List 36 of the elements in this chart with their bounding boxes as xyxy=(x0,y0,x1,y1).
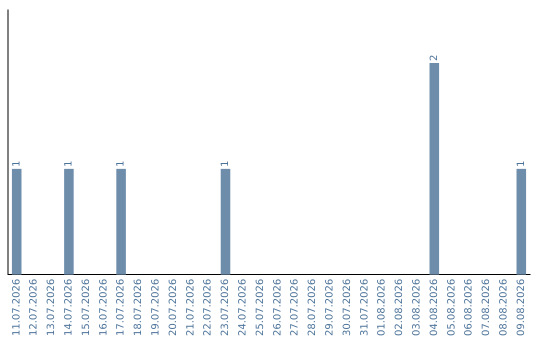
x-tick-label: 04.08.2026 xyxy=(428,278,440,336)
x-tick-label: 01.08.2026 xyxy=(376,278,388,336)
x-tick-label: 20.07.2026 xyxy=(168,278,179,336)
x-tick-label: 21.07.2026 xyxy=(185,278,196,336)
x-tick-label: 15.07.2026 xyxy=(80,278,92,336)
x-tick-label: 24.07.2026 xyxy=(237,278,248,336)
data-label: 1 xyxy=(220,160,232,167)
x-tick-label: 11.07.2026 xyxy=(11,278,22,336)
x-tick-label: 06.08.2026 xyxy=(464,278,475,336)
x-tick-label: 08.08.2026 xyxy=(498,278,510,336)
x-tick-label: 18.07.2026 xyxy=(133,278,144,336)
x-tick-label: 13.07.2026 xyxy=(46,278,58,336)
data-label: 1 xyxy=(11,160,22,167)
x-tick-label: 26.07.2026 xyxy=(272,278,284,336)
x-tick-label: 29.07.2026 xyxy=(324,278,336,336)
data-label: 1 xyxy=(116,160,127,167)
x-tick-label: 16.07.2026 xyxy=(98,278,110,336)
x-tick-label: 28.07.2026 xyxy=(307,278,318,336)
x-tick-label: 05.08.2026 xyxy=(446,278,458,336)
x-tick-label: 03.08.2026 xyxy=(411,278,422,336)
x-tick-label: 31.07.2026 xyxy=(359,278,370,336)
data-label: 2 xyxy=(428,54,440,61)
x-tick-label: 25.07.2026 xyxy=(254,278,266,336)
data-label: 1 xyxy=(516,160,527,167)
x-tick-label: 12.07.2026 xyxy=(28,278,40,336)
x-tick-label: 14.07.2026 xyxy=(63,278,74,336)
x-tick-label: 30.07.2026 xyxy=(342,278,353,336)
x-tick-label: 23.07.2026 xyxy=(220,278,232,336)
x-tick-label: 07.08.2026 xyxy=(481,278,492,336)
x-tick-label: 22.07.2026 xyxy=(202,278,214,336)
x-tick-label: 09.08.2026 xyxy=(516,278,527,336)
x-tick-label: 19.07.2026 xyxy=(150,278,162,336)
data-label: 1 xyxy=(63,160,74,167)
x-tick-label: 27.07.2026 xyxy=(290,278,301,336)
x-tick-label: 02.08.2026 xyxy=(394,278,406,336)
x-tick-label: 17.07.2026 xyxy=(116,278,127,336)
